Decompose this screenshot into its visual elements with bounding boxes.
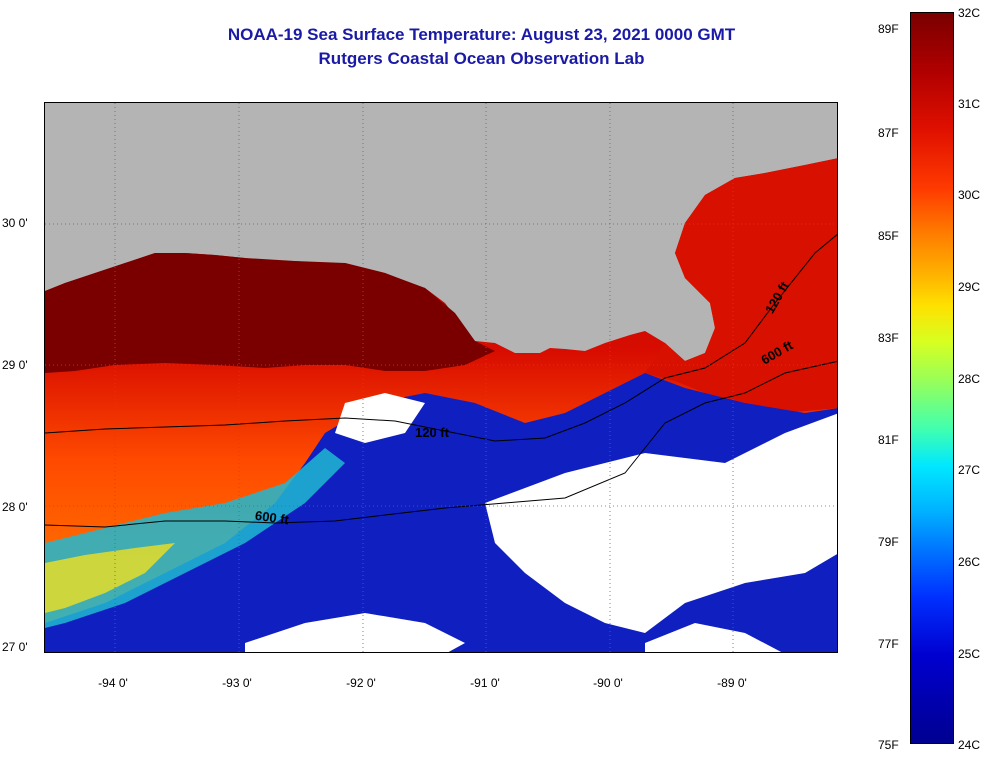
colorbar-label-c-30: 30C xyxy=(958,188,981,202)
lon-label-89: -89 0' xyxy=(717,676,747,690)
lon-label-93: -93 0' xyxy=(222,676,252,690)
colorbar-label-c-24: 24C xyxy=(958,738,981,752)
east-warm-water xyxy=(645,158,837,413)
map-subtitle: Rutgers Coastal Ocean Observation Lab xyxy=(318,49,645,68)
colorbar-label-f-77: 77F xyxy=(878,637,899,651)
colorbar-label-c-26: 26C xyxy=(958,555,981,569)
colorbar-label-f-81: 81F xyxy=(878,433,899,447)
colorbar-label-c-31: 31C xyxy=(958,97,981,111)
cloud-cover xyxy=(245,393,837,652)
contour-label-120ft-west: 120 ft xyxy=(415,425,449,440)
contour-120ft xyxy=(45,234,837,442)
colorbar-label-c-25: 25C xyxy=(958,647,981,661)
sst-map xyxy=(44,102,838,653)
lat-label-28: 28 0' xyxy=(2,500,28,514)
colorbar-label-f-83: 83F xyxy=(878,331,899,345)
colorbar-label-f-75: 75F xyxy=(878,738,899,752)
colorbar-label-f-79: 79F xyxy=(878,535,899,549)
lon-label-91: -91 0' xyxy=(470,676,500,690)
yellow-water-patch xyxy=(45,543,175,613)
lon-label-92: -92 0' xyxy=(346,676,376,690)
lon-label-94: -94 0' xyxy=(98,676,128,690)
contour-600ft xyxy=(45,360,837,528)
colorbar-label-c-29: 29C xyxy=(958,280,981,294)
colorbar-label-f-87: 87F xyxy=(878,126,899,140)
colorbar-label-c-32: 32C xyxy=(958,6,981,20)
sst-map-image xyxy=(45,103,837,652)
colorbar-label-f-85: 85F xyxy=(878,229,899,243)
map-title: NOAA-19 Sea Surface Temperature: August … xyxy=(227,25,736,44)
colorbar-label-c-27: 27C xyxy=(958,463,981,477)
colorbar-label-c-28: 28C xyxy=(958,372,981,386)
lon-label-90: -90 0' xyxy=(593,676,623,690)
colorbar-label-f-89: 89F xyxy=(878,22,899,36)
graticule xyxy=(45,103,837,652)
lat-label-27: 27 0' xyxy=(2,640,28,654)
lat-label-29: 29 0' xyxy=(2,358,28,372)
temperature-colorbar xyxy=(910,12,954,744)
lat-label-30: 30 0' xyxy=(2,216,28,230)
land-mass xyxy=(45,103,837,361)
nearshore-hot-water xyxy=(45,253,495,373)
